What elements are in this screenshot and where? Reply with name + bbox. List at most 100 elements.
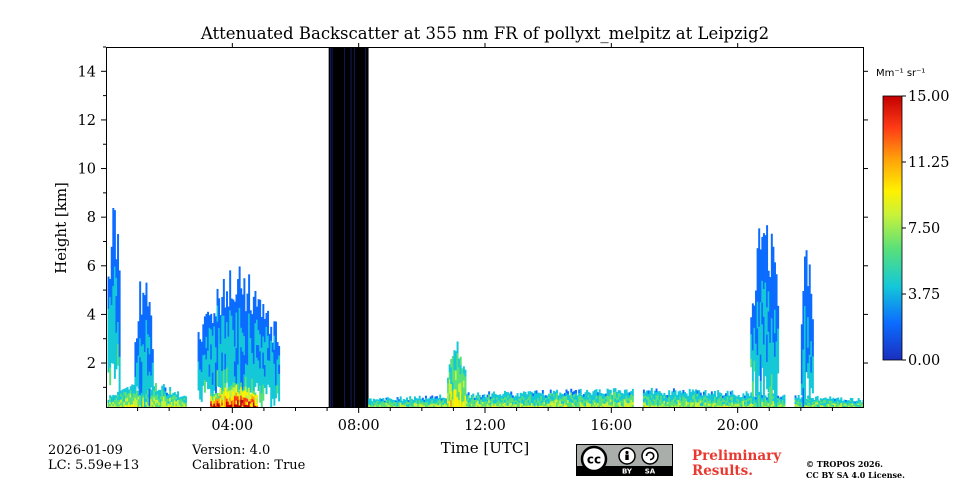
heat-cell <box>541 399 544 403</box>
heat-cell <box>221 402 224 406</box>
heat-cell <box>807 362 810 379</box>
heat-cell <box>715 398 718 401</box>
heat-cell <box>590 397 593 400</box>
heat-cell <box>409 402 412 405</box>
heat-cell <box>581 403 584 407</box>
heat-cell <box>851 403 854 406</box>
heat-cell <box>153 400 156 405</box>
heat-cell <box>213 351 216 366</box>
heat-cell <box>124 401 127 406</box>
heat-cell <box>608 398 611 403</box>
heat-cell <box>380 400 383 403</box>
heat-cell <box>256 399 258 402</box>
heat-cell <box>216 337 219 355</box>
heat-cell <box>383 405 386 408</box>
heat-cell <box>158 392 161 397</box>
heat-cell <box>582 401 585 404</box>
heatmap-layer <box>107 47 864 408</box>
heat-cell <box>268 351 271 361</box>
heat-cell <box>382 404 385 407</box>
heat-cell <box>230 396 233 401</box>
heat-cell <box>107 308 110 325</box>
heat-cell <box>406 402 409 405</box>
heat-cell <box>835 398 838 401</box>
heat-cell <box>731 390 734 394</box>
heat-cell <box>508 395 511 399</box>
heat-cell <box>737 401 740 405</box>
heat-cell <box>644 394 647 398</box>
heat-cell <box>840 399 843 402</box>
heat-cell <box>202 365 205 376</box>
heat-cell <box>167 393 170 397</box>
heat-cell <box>816 399 819 403</box>
heat-cell <box>810 293 813 310</box>
colorbar-unit-label: Mm⁻¹ sr⁻¹ <box>876 68 925 79</box>
heat-cell <box>527 399 530 403</box>
heat-cell <box>110 404 113 407</box>
heat-cell <box>166 392 168 396</box>
heat-cell <box>218 395 221 399</box>
heat-cell <box>653 399 656 403</box>
heat-cell <box>145 338 148 358</box>
heat-cell <box>150 395 153 400</box>
heat-cell <box>665 399 668 402</box>
heat-cell <box>519 397 522 401</box>
heat-cell <box>254 370 257 387</box>
heat-cell <box>380 401 383 404</box>
heat-cell <box>115 332 118 351</box>
heat-cell <box>423 405 426 408</box>
heat-cell <box>450 375 453 384</box>
heat-cell <box>442 404 445 407</box>
heat-cell <box>715 404 718 407</box>
heat-cell <box>625 395 628 400</box>
heat-cell <box>390 401 393 404</box>
heat-cell <box>379 404 382 407</box>
heat-cell <box>751 401 754 405</box>
heat-cell <box>838 399 841 402</box>
heat-cell <box>829 400 832 403</box>
heat-cell <box>136 396 138 400</box>
heat-cell <box>851 401 854 404</box>
heat-cell <box>826 398 829 401</box>
heat-cell <box>181 402 184 405</box>
heat-cell <box>699 392 702 396</box>
heat-cell <box>399 400 402 403</box>
heat-cell <box>451 399 454 408</box>
heat-cell <box>175 401 178 404</box>
heat-cell <box>803 330 806 356</box>
heat-cell <box>136 378 138 387</box>
heat-cell <box>543 403 546 407</box>
heat-cell <box>751 403 754 407</box>
heat-cell <box>328 47 331 408</box>
heat-cell <box>856 403 859 405</box>
heat-cell <box>346 47 349 408</box>
heat-cell <box>663 392 666 396</box>
heat-cell <box>451 373 454 383</box>
heat-cell <box>218 392 221 396</box>
heat-cell <box>584 394 587 398</box>
heat-cell <box>478 403 481 407</box>
heat-cell <box>755 398 758 402</box>
heat-cell <box>431 401 434 405</box>
heat-cell <box>739 404 742 407</box>
heat-cell <box>336 47 339 408</box>
heat-cell <box>473 399 476 402</box>
heat-cell <box>535 396 538 400</box>
heat-cell <box>162 396 165 401</box>
heat-cell <box>432 403 435 406</box>
heat-cell <box>118 356 121 379</box>
heat-cell <box>532 393 535 397</box>
heat-cell <box>695 395 698 400</box>
heat-cell <box>252 399 255 403</box>
heat-cell <box>136 399 138 403</box>
heat-cell <box>611 403 614 407</box>
heat-cell <box>424 401 427 405</box>
heat-cell <box>826 404 829 407</box>
heat-cell <box>783 396 786 400</box>
heat-cell <box>404 405 407 408</box>
heat-cell <box>835 404 838 407</box>
heat-cell <box>262 384 265 401</box>
heat-cell <box>529 402 532 406</box>
heat-cell <box>252 313 255 331</box>
heat-cell <box>238 368 241 390</box>
